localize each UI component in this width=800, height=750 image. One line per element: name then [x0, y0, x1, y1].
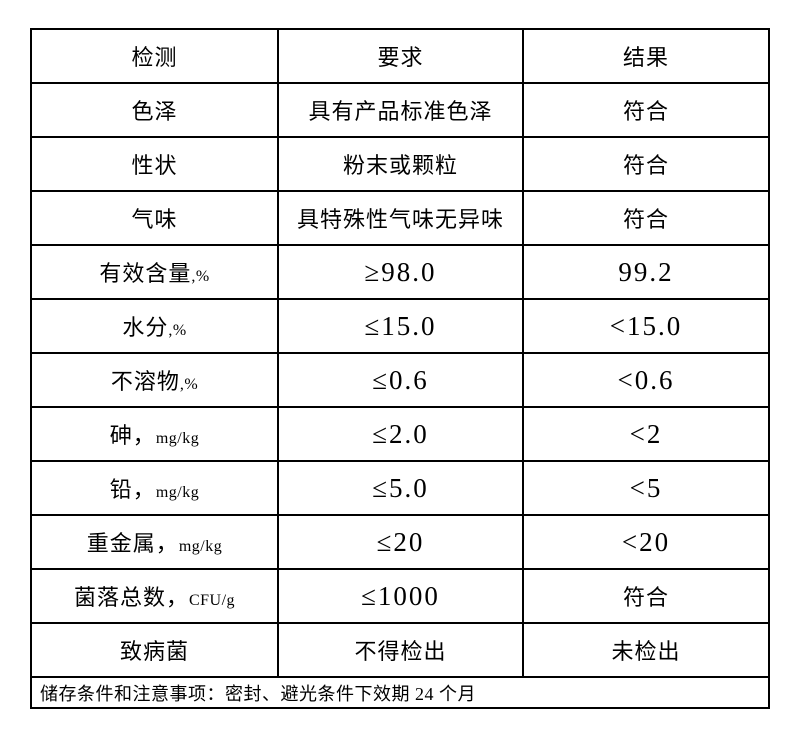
storage-note: 储存条件和注意事项：密封、避光条件下效期 24 个月 [30, 676, 770, 709]
cell-result: 符合 [522, 190, 770, 246]
test-label: 砷， [109, 423, 156, 448]
table-row: 菌落总数，CFU/g ≤1000 符合 [30, 568, 770, 624]
table-row: 重金属，mg/kg ≤20 <20 [30, 514, 770, 570]
cell-requirement: ≤15.0 [277, 298, 524, 354]
cell-result: <20 [522, 514, 770, 570]
cell-requirement: 具特殊性气味无异味 [277, 190, 524, 246]
table-header: 检测 要求 结果 [30, 28, 770, 84]
table-row: 铅，mg/kg ≤5.0 <5 [30, 460, 770, 516]
test-unit-label: ,% [168, 322, 187, 339]
table-row: 致病菌 不得检出 未检出 [30, 622, 770, 678]
test-unit-label: ,% [191, 268, 210, 285]
test-label: 色泽 [131, 99, 178, 124]
cell-test: 不溶物,% [30, 352, 279, 408]
cell-requirement: ≤20 [277, 514, 524, 570]
inspection-table: 检测 要求 结果 色泽 具有产品标准色泽 符合 性状 粉末或颗粒 符合 气味 具… [30, 28, 770, 709]
cell-result: <5 [522, 460, 770, 516]
test-label: 性状 [131, 153, 178, 178]
cell-result: <2 [522, 406, 770, 462]
cell-test: 菌落总数，CFU/g [30, 568, 279, 624]
table-row: 气味 具特殊性气味无异味 符合 [30, 190, 770, 246]
test-label: 水分 [122, 315, 169, 340]
cell-requirement: 不得检出 [277, 622, 524, 678]
test-label: 铅， [109, 477, 156, 502]
test-unit-label: ,% [179, 376, 199, 393]
cell-test: 有效含量,% [30, 244, 279, 300]
table-row: 砷，mg/kg ≤2.0 <2 [30, 406, 770, 462]
table-row: 色泽 具有产品标准色泽 符合 [30, 82, 770, 138]
cell-test: 色泽 [30, 82, 279, 138]
test-label: 有效含量 [99, 261, 192, 286]
cell-test: 重金属，mg/kg [30, 514, 279, 570]
header-test: 检测 [30, 28, 279, 84]
cell-requirement: 粉末或颗粒 [277, 136, 524, 192]
table-row: 有效含量,% ≥98.0 99.2 [30, 244, 770, 300]
test-label: 气味 [131, 207, 178, 232]
header-result: 结果 [522, 28, 770, 84]
cell-test: 砷，mg/kg [30, 406, 279, 462]
cell-requirement: 具有产品标准色泽 [277, 82, 524, 138]
cell-test: 性状 [30, 136, 279, 192]
test-unit-label: CFU/g [188, 592, 236, 609]
cell-result: 符合 [522, 136, 770, 192]
test-unit-label: mg/kg [155, 484, 200, 501]
test-label: 重金属， [86, 531, 179, 556]
cell-test: 水分,% [30, 298, 279, 354]
header-row: 检测 要求 结果 [30, 28, 770, 84]
footer-row: 储存条件和注意事项：密封、避光条件下效期 24 个月 [30, 676, 770, 709]
cell-requirement: ≥98.0 [277, 244, 524, 300]
header-requirement: 要求 [277, 28, 524, 84]
cell-test: 气味 [30, 190, 279, 246]
cell-requirement: ≤2.0 [277, 406, 524, 462]
test-unit-label: mg/kg [155, 430, 200, 447]
test-label: 致病菌 [119, 639, 189, 664]
cell-requirement: ≤1000 [277, 568, 524, 624]
table-footer: 储存条件和注意事项：密封、避光条件下效期 24 个月 [30, 676, 770, 709]
table-row: 不溶物,% ≤0.6 <0.6 [30, 352, 770, 408]
cell-result: <15.0 [522, 298, 770, 354]
cell-result: <0.6 [522, 352, 770, 408]
test-label: 不溶物 [110, 369, 180, 394]
table-row: 水分,% ≤15.0 <15.0 [30, 298, 770, 354]
table-body: 色泽 具有产品标准色泽 符合 性状 粉末或颗粒 符合 气味 具特殊性气味无异味 … [30, 82, 770, 678]
cell-test: 铅，mg/kg [30, 460, 279, 516]
cell-requirement: ≤0.6 [277, 352, 524, 408]
cell-result: 符合 [522, 568, 770, 624]
cell-result: 符合 [522, 82, 770, 138]
table-row: 性状 粉末或颗粒 符合 [30, 136, 770, 192]
test-label: 菌落总数， [73, 585, 189, 610]
cell-test: 致病菌 [30, 622, 279, 678]
inspection-report-sheet: 检测 要求 结果 色泽 具有产品标准色泽 符合 性状 粉末或颗粒 符合 气味 具… [30, 28, 770, 709]
cell-result: 未检出 [522, 622, 770, 678]
test-unit-label: mg/kg [178, 538, 223, 555]
cell-requirement: ≤5.0 [277, 460, 524, 516]
cell-result: 99.2 [522, 244, 770, 300]
